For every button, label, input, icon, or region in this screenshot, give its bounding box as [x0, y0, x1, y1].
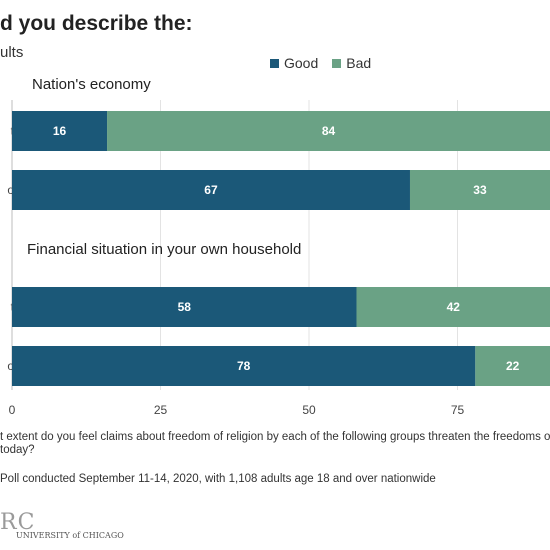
legend-item-good: Good	[270, 55, 318, 71]
x-tick-label: 0	[9, 403, 16, 417]
legend-swatch-bad	[332, 58, 342, 68]
bar-bad	[356, 287, 550, 327]
bar-value-label: 16	[53, 124, 67, 138]
x-tick-label: 75	[451, 403, 465, 417]
bar-good	[12, 170, 410, 210]
x-tick-label: 25	[154, 403, 168, 417]
question-text-line1: t extent do you feel claims about freedo…	[0, 431, 550, 443]
bar-bad	[107, 111, 550, 151]
chart-subtitle: ults	[0, 44, 24, 61]
source-note: Poll conducted September 11-14, 2020, wi…	[0, 473, 436, 485]
group-title: Financial situation in your own househol…	[27, 241, 301, 258]
x-tick-label: 50	[302, 403, 316, 417]
bar-value-label: 67	[204, 183, 218, 197]
bar-value-label: 84	[322, 124, 336, 138]
bar-value-label: 33	[473, 183, 487, 197]
bar-value-label: 58	[178, 300, 192, 314]
norc-logo-mark: RC	[0, 510, 36, 535]
legend: Good Bad	[270, 55, 371, 71]
legend-label-bad: Bad	[346, 55, 372, 71]
bar-value-label: 22	[506, 359, 520, 373]
bar-bad	[409, 170, 550, 210]
category-label: o	[7, 183, 14, 197]
category-label: o	[7, 359, 14, 373]
legend-label-good: Good	[284, 55, 319, 71]
group-title: Nation's economy	[32, 76, 151, 93]
norc-logo-text: UNIVERSITY of CHICAGO	[16, 531, 124, 540]
legend-item-bad: Bad	[332, 55, 371, 71]
bar-good	[12, 111, 108, 151]
chart-title: d you describe the:	[0, 12, 193, 35]
question-text-line2: today?	[0, 444, 35, 456]
bar-value-label: 78	[237, 359, 251, 373]
bar-good	[12, 346, 476, 386]
bar-bad	[475, 346, 550, 386]
legend-swatch-good	[270, 58, 279, 68]
bar-good	[12, 287, 357, 327]
bar-value-label: 42	[447, 300, 461, 314]
